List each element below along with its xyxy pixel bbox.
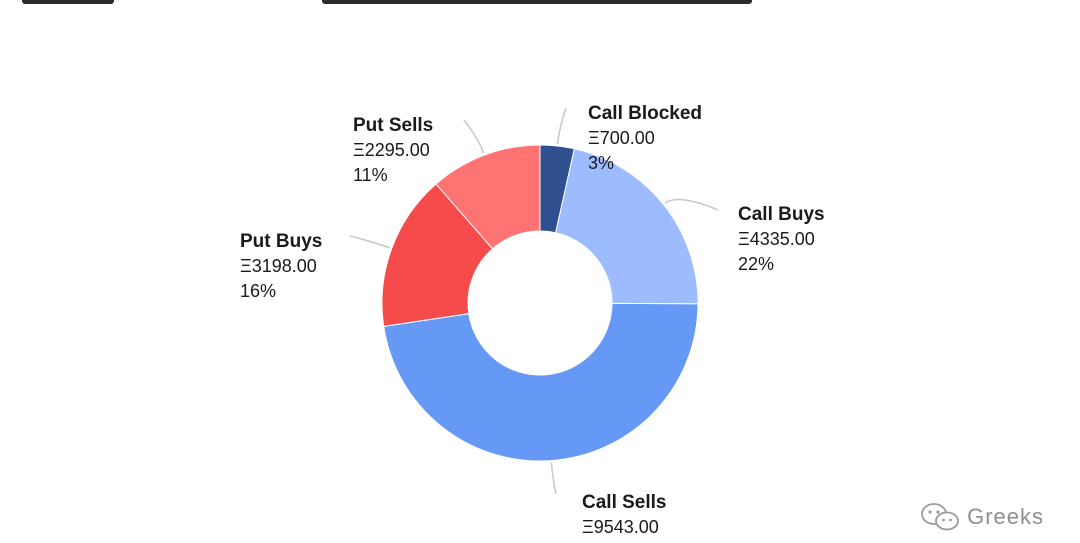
watermark-text: Greeks [967,504,1044,529]
slice-label-value: Ξ3198.00 [240,256,317,276]
slice-call-buys[interactable] [555,148,699,305]
slice-label-value: Ξ4335.00 [738,229,815,249]
slice-label-name: Call Sells [582,492,667,513]
donut-slices [381,144,699,462]
slice-put-sells[interactable] [435,144,541,250]
slice-label-percent: 11% [353,165,388,185]
slice-label-name: Put Buys [240,231,322,252]
slice-label-value: Ξ2295.00 [353,140,430,160]
slice-label-value: Ξ700.00 [588,128,655,148]
slice-put-buys[interactable] [381,183,494,327]
slice-label-name: Put Sells [353,115,433,136]
cropped-logo [22,0,114,4]
wechat-icon [921,503,959,531]
cropped-title [322,0,752,4]
slice-label-percent: 22% [738,254,774,274]
leader-line-call-blocked [556,107,567,145]
slice-label-value: Ξ9543.00 [582,517,659,537]
leader-line-put-buys [349,235,391,249]
slice-label-percent: 3% [588,153,614,173]
slice-label-name: Call Blocked [588,103,702,124]
leader-line-call-buys [664,198,719,211]
slice-label-name: Call Buys [738,204,825,225]
slice-call-sells[interactable] [383,302,699,462]
leader-line-call-sells [550,462,557,495]
slice-labels: Call Blocked Ξ700.00 3% Call Buys Ξ4335.00 22… [240,103,825,537]
watermark: Greeks [919,501,1044,533]
leader-lines [349,107,719,495]
leader-line-put-sells [463,119,485,154]
slice-label-percent: 16% [240,281,276,301]
